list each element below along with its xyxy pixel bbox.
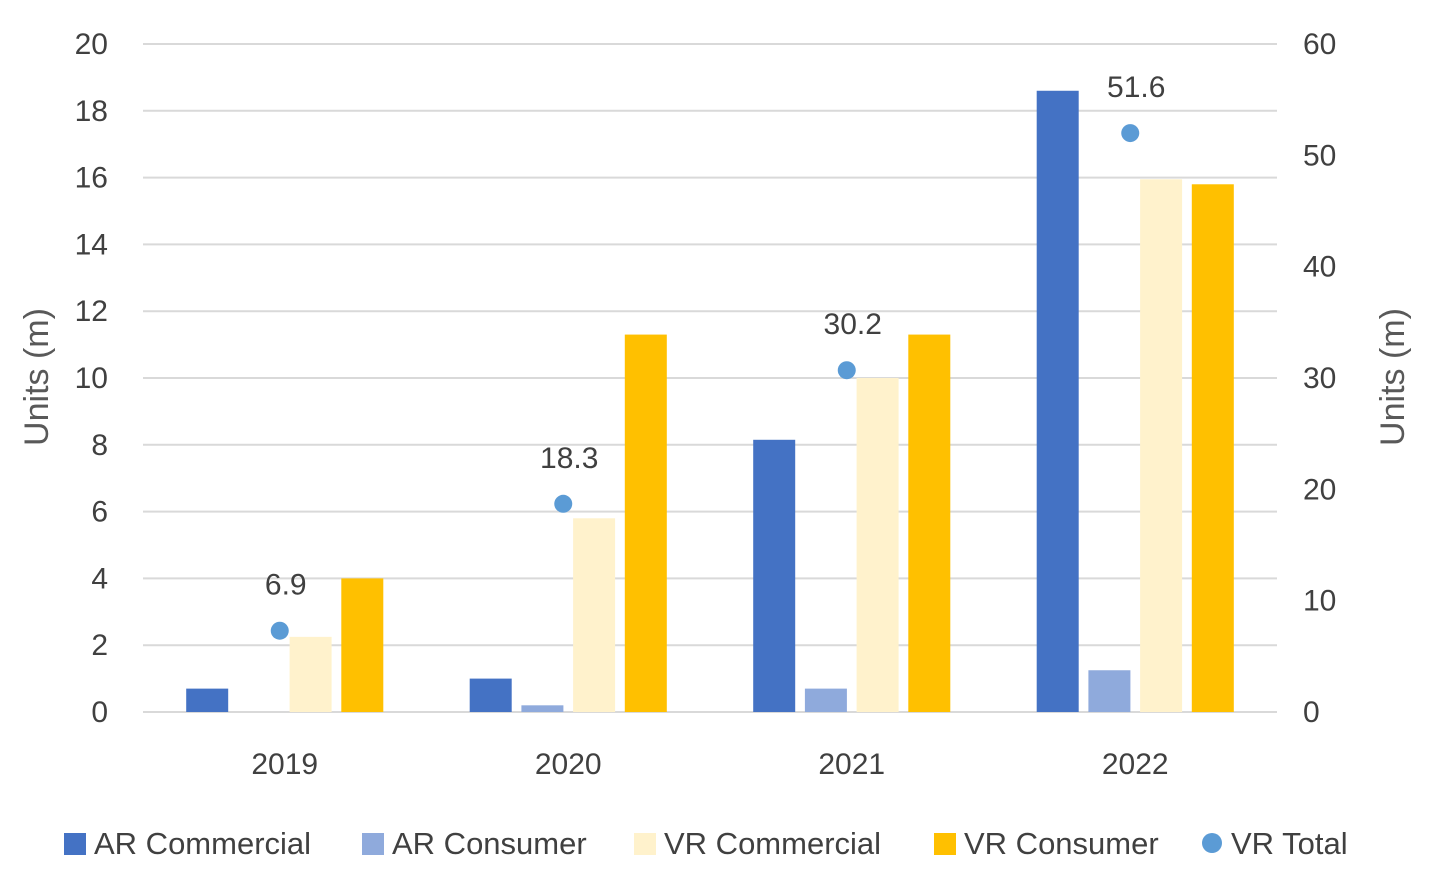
- gridlines: [143, 43, 1277, 713]
- left-tick-label: 10: [75, 362, 108, 395]
- legend: AR Commercial AR Consumer VR Commercial VR …: [64, 826, 1348, 861]
- legend-label: AR Commercial: [94, 826, 311, 861]
- left-tick-label: 14: [75, 228, 108, 261]
- bar-vr-consumer: [908, 334, 951, 712]
- left-axis-title: Units (m): [18, 308, 56, 446]
- bar-vr-commercial: [856, 378, 899, 712]
- bar-ar-commercial: [1036, 90, 1079, 712]
- left-tick-label: 12: [75, 295, 108, 328]
- bar-vr-commercial: [1140, 179, 1183, 712]
- data-label: 51.6: [1107, 71, 1165, 104]
- bar-vr-commercial: [289, 636, 332, 712]
- point-vr-total: [270, 621, 289, 640]
- bar-ar-consumer: [521, 705, 564, 712]
- legend-label: VR Consumer: [964, 826, 1159, 861]
- category-label: 2022: [1102, 748, 1169, 781]
- data-label: 18.3: [540, 442, 598, 475]
- points: 6.9 18.3 30.2 51.6: [265, 71, 1165, 640]
- point-vr-total: [1121, 124, 1140, 143]
- legend-swatch: [1202, 833, 1222, 853]
- left-tick-label: 0: [91, 696, 108, 729]
- right-tick-label: 30: [1303, 362, 1336, 395]
- left-tick-label: 6: [91, 496, 108, 529]
- category-labels: 2019 2020 2021 2022: [251, 748, 1168, 781]
- left-axis-ticks: 0 2 4 6 8 10 12 14 16 18 20: [75, 28, 108, 729]
- bar-ar-consumer: [804, 688, 847, 712]
- legend-label: AR Consumer: [392, 826, 587, 861]
- bar-vr-commercial: [573, 518, 616, 712]
- right-tick-label: 40: [1303, 251, 1336, 284]
- left-tick-label: 4: [91, 562, 108, 595]
- left-tick-label: 16: [75, 162, 108, 195]
- point-vr-total: [554, 494, 573, 513]
- legend-label: VR Total: [1231, 826, 1348, 861]
- legend-swatch: [362, 833, 384, 855]
- left-tick-label: 8: [91, 429, 108, 462]
- bar-ar-commercial: [469, 678, 512, 712]
- right-axis-title: Units (m): [1374, 308, 1412, 446]
- bar-vr-consumer: [1191, 184, 1234, 712]
- left-tick-label: 18: [75, 95, 108, 128]
- left-tick-label: 20: [75, 28, 108, 61]
- legend-swatch: [934, 833, 956, 855]
- right-tick-label: 50: [1303, 139, 1336, 172]
- data-label: 6.9: [265, 569, 307, 602]
- right-tick-label: 20: [1303, 473, 1336, 506]
- bar-vr-consumer: [624, 334, 667, 712]
- bar-vr-consumer: [341, 578, 384, 712]
- bars: [186, 90, 1234, 712]
- bar-ar-commercial: [753, 439, 796, 712]
- right-tick-label: 0: [1303, 696, 1320, 729]
- data-label: 30.2: [824, 308, 882, 341]
- point-vr-total: [837, 361, 856, 380]
- bar-ar-commercial: [186, 688, 229, 712]
- category-label: 2021: [818, 748, 885, 781]
- right-axis-ticks: 0 10 20 30 40 50 60: [1303, 28, 1336, 729]
- bar-ar-consumer: [1088, 670, 1131, 712]
- right-tick-label: 10: [1303, 585, 1336, 618]
- right-tick-label: 60: [1303, 28, 1336, 61]
- left-tick-label: 2: [91, 629, 108, 662]
- legend-swatch: [64, 833, 86, 855]
- category-label: 2019: [251, 748, 318, 781]
- legend-label: VR Commercial: [664, 826, 881, 861]
- legend-swatch: [634, 833, 656, 855]
- category-label: 2020: [535, 748, 602, 781]
